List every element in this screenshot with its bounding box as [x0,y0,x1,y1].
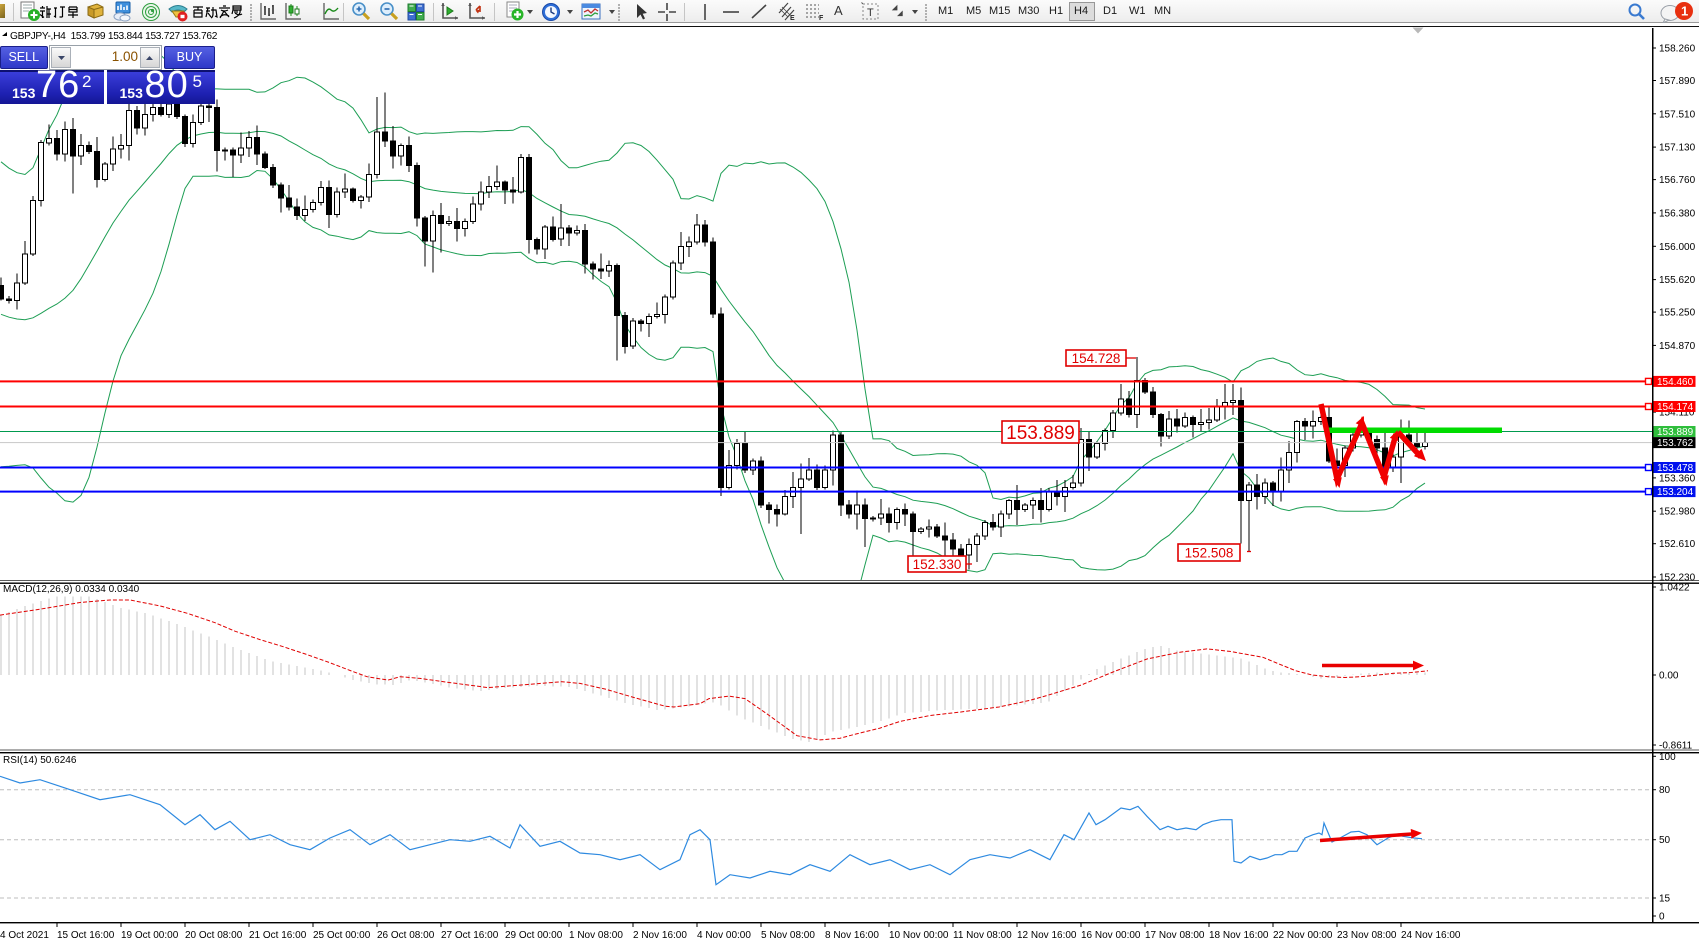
svg-text:152.610: 152.610 [1659,539,1696,550]
svg-text:153.478: 153.478 [1657,463,1694,474]
svg-text:21 Oct 16:00: 21 Oct 16:00 [249,930,307,941]
svg-text:19 Oct 00:00: 19 Oct 00:00 [121,930,179,941]
svg-text:26 Oct 08:00: 26 Oct 08:00 [377,930,435,941]
svg-text:29 Oct 00:00: 29 Oct 00:00 [505,930,563,941]
svg-text:4 Oct 2021: 4 Oct 2021 [0,930,49,941]
svg-text:153.204: 153.204 [1657,487,1694,498]
svg-text:158.260: 158.260 [1659,44,1696,55]
svg-text:24 Nov 16:00: 24 Nov 16:00 [1401,930,1461,941]
svg-text:154.110: 154.110 [1659,408,1695,419]
svg-text:15: 15 [1659,894,1671,905]
svg-text:0: 0 [1659,912,1665,923]
svg-text:154.174: 154.174 [1657,402,1694,413]
svg-text:T: T [867,7,874,19]
svg-text:154.870: 154.870 [1659,341,1696,352]
svg-text:RSI(14) 50.6246: RSI(14) 50.6246 [3,755,77,766]
svg-text:153.889: 153.889 [1657,427,1694,438]
svg-text:154.460: 154.460 [1657,377,1694,388]
svg-text:156.760: 156.760 [1659,175,1696,186]
svg-text:E: E [790,15,795,22]
svg-text:-0.8611: -0.8611 [1659,741,1693,752]
svg-text:157.510: 157.510 [1659,109,1696,120]
svg-text:2 Nov 16:00: 2 Nov 16:00 [633,930,687,941]
svg-text:11 Nov 08:00: 11 Nov 08:00 [953,930,1012,941]
svg-text:4 Nov 00:00: 4 Nov 00:00 [697,930,751,941]
svg-text:8 Nov 16:00: 8 Nov 16:00 [825,930,879,941]
svg-text:152.980: 152.980 [1659,507,1696,518]
svg-text:25 Oct 00:00: 25 Oct 00:00 [313,930,371,941]
svg-text:16 Nov 00:00: 16 Nov 00:00 [1081,930,1141,941]
svg-text:157.130: 157.130 [1659,143,1696,154]
svg-text:157.890: 157.890 [1659,76,1696,87]
svg-text:15 Oct 16:00: 15 Oct 16:00 [57,930,115,941]
svg-text:152.508: 152.508 [1185,545,1234,560]
svg-text:152.330: 152.330 [913,557,962,572]
svg-text:156.000: 156.000 [1659,242,1696,253]
svg-text:18 Nov 16:00: 18 Nov 16:00 [1209,930,1269,941]
svg-text:156.380: 156.380 [1659,208,1696,219]
svg-text:22 Nov 00:00: 22 Nov 00:00 [1273,930,1333,941]
svg-text:154.728: 154.728 [1072,351,1121,366]
svg-text:27 Oct 16:00: 27 Oct 16:00 [441,930,499,941]
svg-text:1.0422: 1.0422 [1659,583,1690,594]
svg-text:155.620: 155.620 [1659,275,1696,286]
svg-text:155.250: 155.250 [1659,308,1696,319]
svg-text:152.230: 152.230 [1659,573,1696,584]
svg-text:1: 1 [1681,4,1688,19]
svg-text:153.889: 153.889 [1006,423,1075,444]
svg-text:23 Nov 08:00: 23 Nov 08:00 [1337,930,1397,941]
svg-text:50: 50 [1659,835,1671,846]
svg-text:10 Nov 00:00: 10 Nov 00:00 [889,930,949,941]
svg-text:1 Nov 08:00: 1 Nov 08:00 [569,930,623,941]
svg-text:17 Nov 08:00: 17 Nov 08:00 [1145,930,1205,941]
svg-text:153.762: 153.762 [1657,438,1694,449]
svg-text:5 Nov 08:00: 5 Nov 08:00 [761,930,815,941]
svg-text:153.360: 153.360 [1659,473,1696,484]
svg-text:GBPJPY-,H4 153.799 153.844 15: GBPJPY-,H4 153.799 153.844 153.727 153.7… [10,31,218,42]
svg-text:F: F [819,15,824,22]
svg-text:20 Oct 08:00: 20 Oct 08:00 [185,930,243,941]
svg-text:MACD(12,26,9) 0.0334 0.0340: MACD(12,26,9) 0.0334 0.0340 [3,584,140,595]
svg-text:0.00: 0.00 [1659,671,1679,682]
svg-text:12 Nov 16:00: 12 Nov 16:00 [1017,930,1077,941]
svg-text:80: 80 [1659,785,1671,796]
svg-text:100: 100 [1659,752,1676,763]
